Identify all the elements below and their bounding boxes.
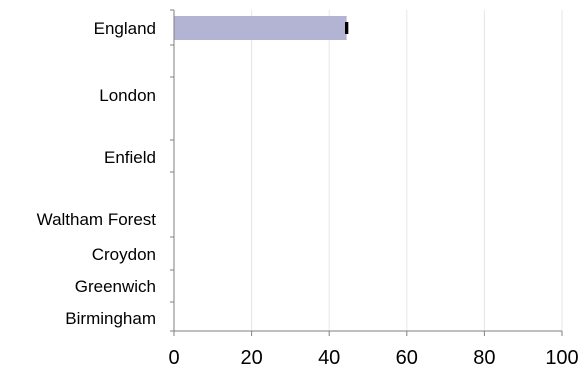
x-tick-label-40: 40 <box>318 347 340 369</box>
x-tick-labels: 0 20 40 60 80 100 <box>168 347 578 369</box>
x-tick-label-60: 60 <box>396 347 418 369</box>
category-label-birmingham: Birmingham <box>65 309 156 328</box>
x-tick-label-80: 80 <box>473 347 495 369</box>
category-labels: England London Enfield Waltham Forest Croydo… <box>37 19 157 328</box>
category-label-croydon: Croydon <box>92 245 156 264</box>
category-label-london: London <box>99 86 156 105</box>
error-bar-england <box>344 22 349 34</box>
x-tick-label-100: 100 <box>545 347 578 369</box>
bars <box>174 16 349 40</box>
category-label-greenwich: Greenwich <box>75 277 156 296</box>
category-label-enfield: Enfield <box>104 148 156 167</box>
bar-england <box>174 16 347 40</box>
x-tick-label-20: 20 <box>240 347 262 369</box>
gridlines <box>251 10 563 331</box>
category-label-waltham-forest: Waltham Forest <box>37 210 157 229</box>
axes <box>170 9 563 336</box>
x-tick-label-0: 0 <box>168 347 179 369</box>
category-label-england: England <box>94 19 156 38</box>
